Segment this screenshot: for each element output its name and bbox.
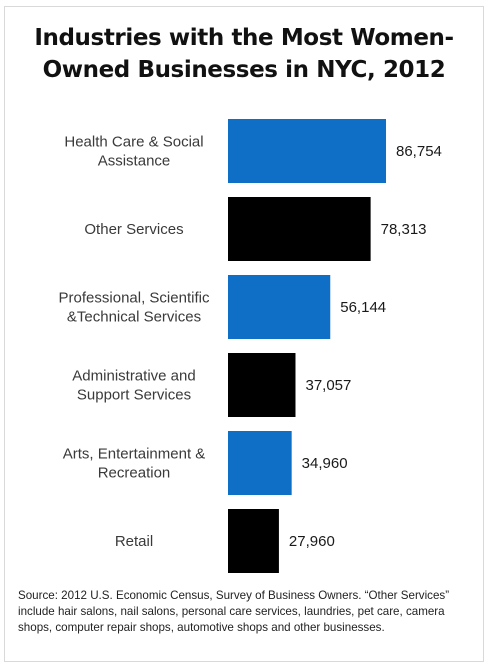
category-label-1: Other Services xyxy=(84,221,183,238)
category-label-3: Administrative and Support Services xyxy=(72,368,195,404)
bar-3 xyxy=(228,353,296,417)
category-label-0-line-1: Assistance xyxy=(98,153,171,170)
value-label-2: 56,144 xyxy=(340,299,386,316)
value-label-5: 27,960 xyxy=(289,533,335,550)
category-label-1-line-0: Other Services xyxy=(84,221,183,238)
category-label-2-line-1: &Technical Services xyxy=(67,309,201,326)
bar-0 xyxy=(228,119,386,183)
value-label-3: 37,057 xyxy=(305,377,351,394)
bar-5 xyxy=(228,509,279,573)
category-label-4: Arts, Entertainment & Recreation xyxy=(63,446,206,482)
source-note: Source: 2012 U.S. Economic Census, Surve… xyxy=(18,589,450,634)
category-label-2: Professional, Scientific &Technical Servi… xyxy=(59,290,210,326)
bar-2 xyxy=(228,275,331,339)
chart-title-line-1: Industries with the Most Women- xyxy=(34,25,454,51)
value-label-1: 78,313 xyxy=(381,221,427,238)
chart-frame xyxy=(4,6,484,662)
category-label-3-line-0: Administrative and xyxy=(72,368,195,385)
category-label-0-line-0: Health Care & Social xyxy=(64,134,203,151)
value-label-4: 34,960 xyxy=(302,455,348,472)
category-label-4-line-0: Arts, Entertainment & xyxy=(63,446,206,463)
chart-title: Industries with the Most Women- Owned Bu… xyxy=(0,22,488,86)
bar-4 xyxy=(228,431,292,495)
bar-chart: 86,754 Health Care & Social Assistance 78,3… xyxy=(59,119,442,573)
category-label-2-line-0: Professional, Scientific xyxy=(59,290,210,307)
category-label-5: Retail xyxy=(115,533,153,550)
chart-title-line-2: Owned Businesses in NYC, 2012 xyxy=(42,57,446,83)
category-label-0: Health Care & Social Assistance xyxy=(64,134,203,170)
category-label-3-line-1: Support Services xyxy=(77,387,191,404)
value-label-0: 86,754 xyxy=(396,143,442,160)
category-label-4-line-1: Recreation xyxy=(98,465,171,482)
category-label-5-line-0: Retail xyxy=(115,533,153,550)
bar-1 xyxy=(228,197,371,261)
